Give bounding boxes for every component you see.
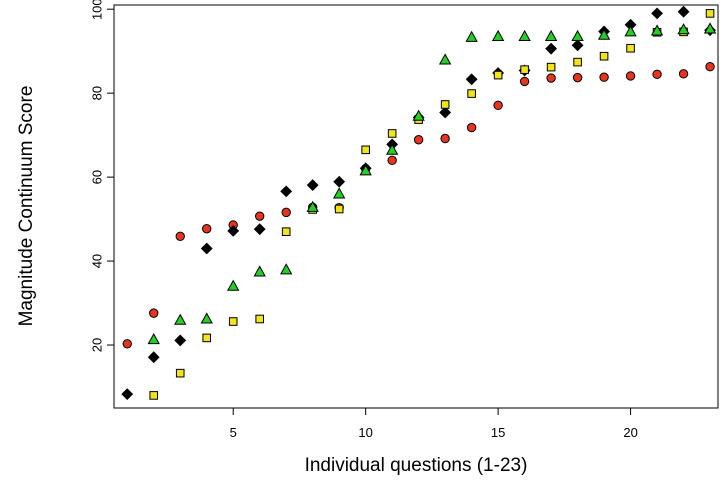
data-point-circle [678,69,689,79]
data-point-square [387,129,397,138]
data-point-circle [493,100,503,111]
y-axis-label: Magnitude Continuum Score [16,86,37,327]
y-tick-label: 40 [90,254,105,268]
data-point-triangle [306,200,319,212]
data-point-circle [652,69,662,79]
data-point-diamond [545,42,558,55]
data-point-square [546,62,556,72]
x-tick-label: 15 [491,425,505,440]
data-point-triangle [703,22,717,34]
data-point-circle [413,135,424,145]
data-point-triangle [491,29,505,42]
data-point-square [467,89,476,98]
data-point-square [149,391,159,400]
data-point-triangle [280,263,293,275]
data-point-triangle [200,312,213,324]
data-point-diamond [174,334,187,347]
data-point-triangle [597,28,611,40]
data-point-square [281,227,291,236]
x-axis: 5 10 15 20 [230,408,638,440]
data-point-square [334,204,344,214]
y-axis: 20 40 60 80 100 [90,0,114,352]
data-point-triangle [465,30,478,42]
data-point-circle [519,76,530,87]
data-point-circle [202,224,212,234]
data-point-square [361,145,370,155]
data-point-triangle [333,187,346,199]
data-point-diamond [200,242,213,255]
data-point-diamond [306,179,319,191]
data-point-diamond [651,7,663,20]
data-point-triangle [253,265,266,277]
data-points [121,5,717,401]
data-point-square [599,51,609,61]
data-point-triangle [174,313,187,325]
data-point-circle [387,155,397,166]
data-point-triangle [544,29,558,42]
x-tick-label: 10 [358,425,372,440]
y-tick-label: 60 [90,170,105,184]
data-point-circle [175,231,185,242]
data-point-square [202,333,212,343]
data-point-triangle [624,25,637,37]
data-point-square [520,65,529,74]
y-tick-label: 100 [90,0,105,20]
data-point-diamond [147,351,160,364]
data-point-circle [281,207,291,218]
data-point-triangle [438,53,452,65]
data-point-diamond [571,39,584,52]
y-tick-label: 20 [90,338,105,352]
data-point-square [175,368,185,378]
y-tick-label: 80 [90,86,105,100]
x-axis-label: Individual questions (1-23) [305,455,528,476]
data-point-diamond [280,185,293,198]
data-point-circle [599,72,609,82]
data-point-square [705,9,715,18]
data-point-diamond [121,388,134,401]
data-point-diamond [253,223,266,236]
data-point-circle [122,339,132,349]
data-point-diamond [333,175,346,188]
data-point-circle [625,71,636,81]
data-point-triangle [385,143,399,155]
data-point-circle [149,308,159,318]
data-point-square [493,70,503,80]
plot-frame [113,4,719,409]
data-point-diamond [465,73,478,86]
data-point-circle [705,62,715,72]
data-point-circle [466,122,477,133]
data-point-diamond [677,5,690,18]
data-point-square [440,100,450,109]
data-point-triangle [227,279,240,291]
x-tick-label: 5 [230,425,237,440]
data-point-triangle [147,332,160,345]
data-point-triangle [518,29,531,42]
data-point-circle [255,211,265,221]
data-point-triangle [650,24,664,36]
data-point-circle [546,73,556,83]
data-point-diamond [439,106,452,119]
data-point-triangle [412,109,425,121]
data-point-square [228,317,238,326]
data-point-square [255,314,265,324]
data-point-square [626,43,635,53]
data-point-triangle [677,23,690,35]
data-point-triangle [359,164,372,176]
x-tick-label: 20 [623,425,637,440]
data-point-diamond [227,224,240,237]
data-point-square [573,57,582,67]
data-point-triangle [571,29,584,42]
data-point-circle [440,133,450,144]
data-point-circle [572,72,583,83]
